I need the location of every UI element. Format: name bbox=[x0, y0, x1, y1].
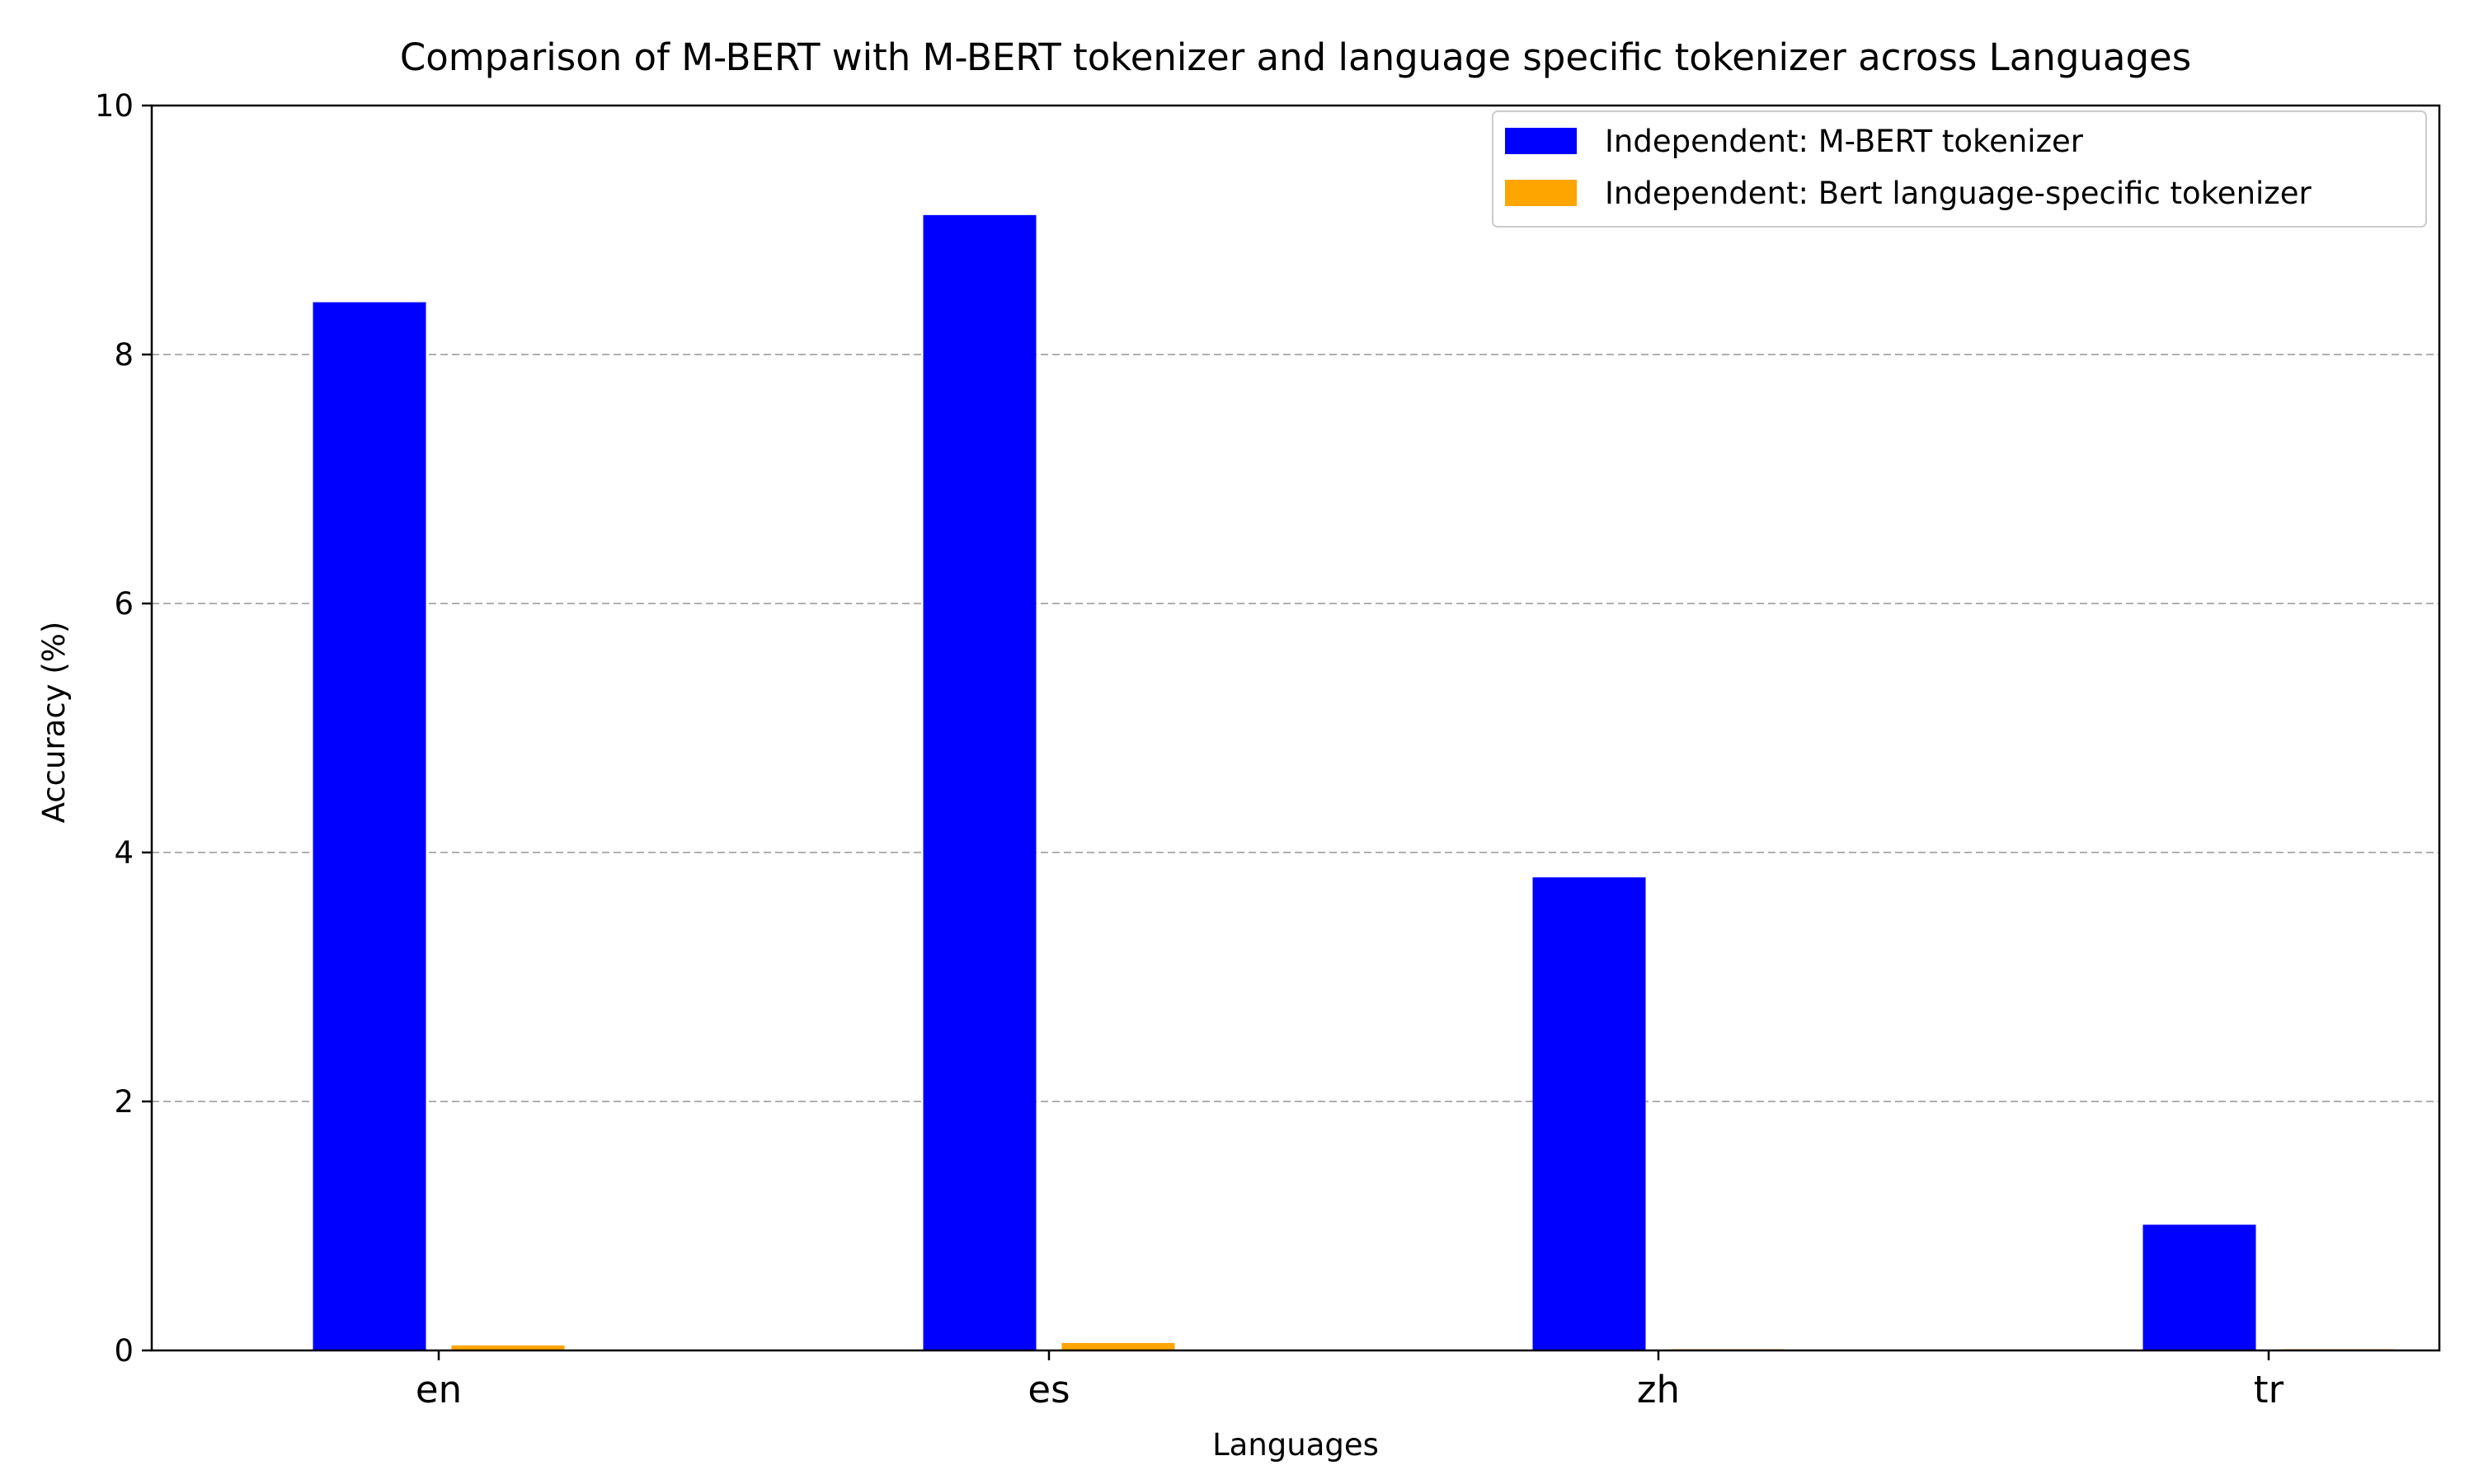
x-tick-label: es bbox=[1028, 1368, 1070, 1411]
y-tick-label: 10 bbox=[95, 88, 134, 124]
bar-en-series-2 bbox=[451, 1345, 565, 1350]
y-tick-label: 6 bbox=[114, 586, 134, 622]
x-axis: en es zh tr bbox=[416, 1350, 2284, 1411]
x-tick-label: zh bbox=[1637, 1368, 1680, 1411]
x-tick-label: tr bbox=[2254, 1368, 2284, 1411]
bars bbox=[313, 214, 2395, 1351]
legend-label: Independent: M-BERT tokenizer bbox=[1605, 124, 2084, 159]
y-tick-label: 4 bbox=[114, 835, 134, 871]
bar-tr-series-1 bbox=[2142, 1224, 2256, 1350]
y-tick-label: 8 bbox=[114, 337, 134, 373]
y-tick-label: 0 bbox=[114, 1333, 134, 1369]
legend: Independent: M-BERT tokenizer Independent… bbox=[1492, 110, 2427, 228]
y-tick-label: 2 bbox=[114, 1084, 134, 1120]
y-axis: 0 2 4 6 8 10 bbox=[95, 88, 152, 1369]
legend-swatch bbox=[1505, 128, 1577, 154]
legend-label: Independent: Bert language-specific toke… bbox=[1605, 176, 2312, 211]
bar-es-series-2 bbox=[1061, 1342, 1175, 1350]
chart-title: Comparison of M-BERT with M-BERT tokeniz… bbox=[400, 35, 2191, 79]
x-tick-label: en bbox=[416, 1368, 462, 1411]
bar-es-series-1 bbox=[923, 214, 1037, 1350]
plot-frame bbox=[150, 104, 2441, 1352]
legend-frame bbox=[1492, 110, 2427, 228]
legend-swatch bbox=[1505, 180, 1577, 206]
y-axis-label: Accuracy (%) bbox=[36, 622, 72, 824]
bar-en-series-1 bbox=[313, 302, 426, 1351]
bar-zh-series-1 bbox=[1532, 877, 1646, 1350]
x-axis-label: Languages bbox=[1212, 1427, 1379, 1463]
